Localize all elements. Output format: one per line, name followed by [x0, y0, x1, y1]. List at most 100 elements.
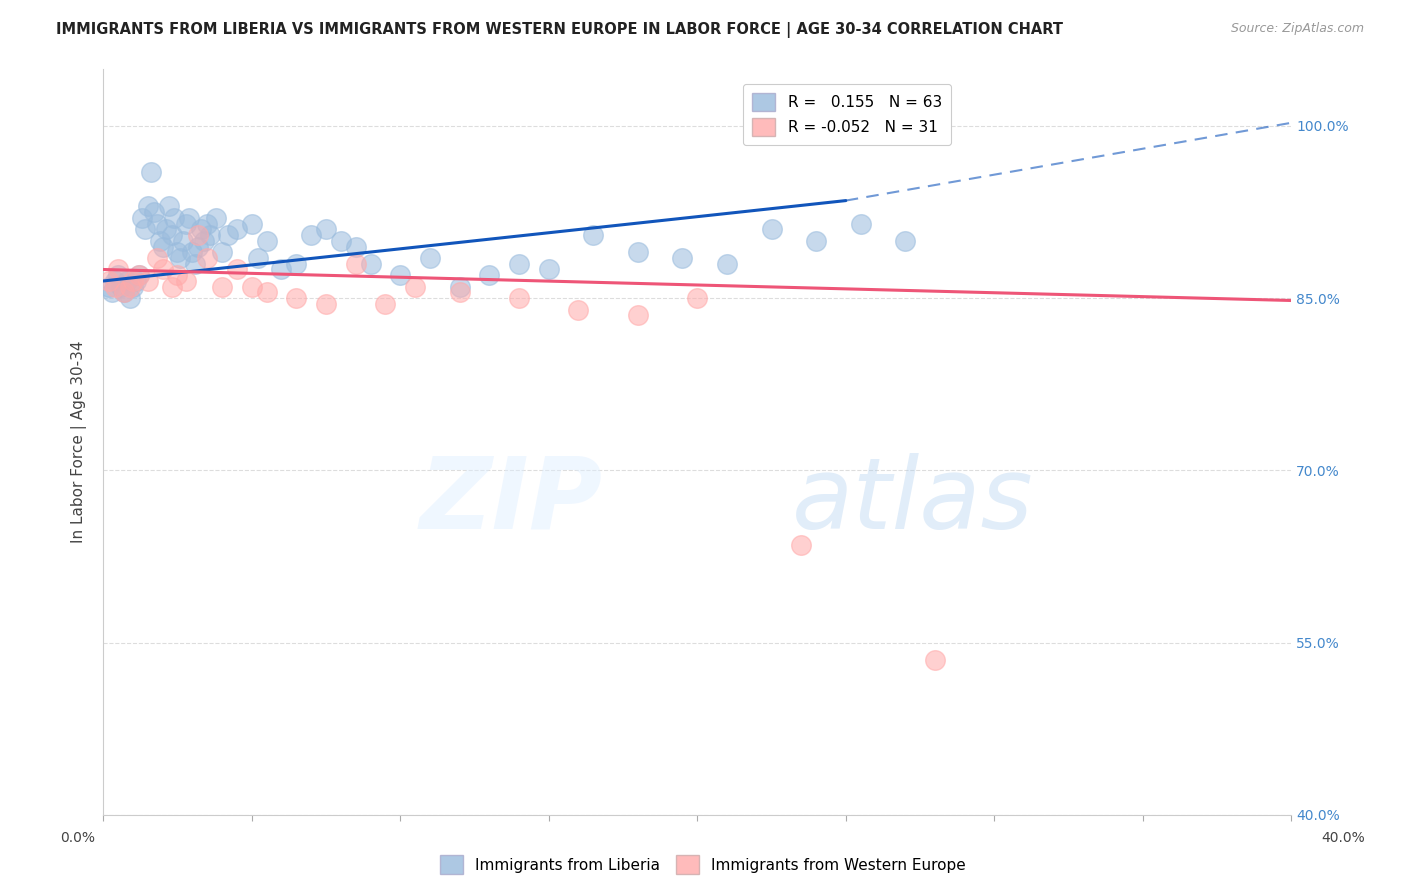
- Point: [110, 279, 132, 293]
- Point: [211, 245, 233, 260]
- Y-axis label: In Labor Force | Age 30-34: In Labor Force | Age 30-34: [72, 341, 87, 543]
- Point: [240, 217, 263, 231]
- Point: [419, 251, 441, 265]
- Point: [149, 234, 172, 248]
- Point: [172, 234, 194, 248]
- Point: [166, 245, 188, 260]
- Text: Source: ZipAtlas.com: Source: ZipAtlas.com: [1230, 22, 1364, 36]
- Point: [104, 274, 127, 288]
- Point: [246, 251, 269, 265]
- Point: [128, 268, 150, 283]
- Point: [256, 234, 278, 248]
- Point: [285, 257, 308, 271]
- Point: [157, 199, 180, 213]
- Point: [152, 262, 174, 277]
- Point: [142, 205, 165, 219]
- Point: [360, 257, 382, 271]
- Point: [315, 222, 337, 236]
- Point: [374, 297, 396, 311]
- Point: [118, 291, 141, 305]
- Text: 40.0%: 40.0%: [1320, 831, 1365, 846]
- Point: [139, 165, 162, 179]
- Point: [118, 279, 141, 293]
- Point: [894, 234, 917, 248]
- Point: [198, 227, 221, 242]
- Point: [187, 239, 209, 253]
- Point: [449, 279, 471, 293]
- Point: [115, 274, 138, 288]
- Point: [107, 262, 129, 277]
- Point: [686, 291, 709, 305]
- Point: [537, 262, 560, 277]
- Point: [508, 291, 530, 305]
- Point: [478, 268, 501, 283]
- Point: [163, 211, 186, 225]
- Point: [195, 251, 218, 265]
- Point: [671, 251, 693, 265]
- Point: [160, 227, 183, 242]
- Point: [225, 222, 247, 236]
- Point: [98, 274, 121, 288]
- Point: [176, 217, 198, 231]
- Point: [582, 227, 605, 242]
- Point: [160, 279, 183, 293]
- Point: [299, 227, 322, 242]
- Point: [104, 279, 127, 293]
- Point: [205, 211, 228, 225]
- Text: atlas: atlas: [793, 453, 1033, 550]
- Point: [166, 268, 188, 283]
- Text: 0.0%: 0.0%: [60, 831, 94, 846]
- Point: [225, 262, 247, 277]
- Point: [217, 227, 239, 242]
- Text: ZIP: ZIP: [419, 453, 602, 550]
- Point: [627, 245, 650, 260]
- Point: [256, 285, 278, 300]
- Point: [181, 245, 204, 260]
- Point: [152, 239, 174, 253]
- Point: [122, 274, 145, 288]
- Point: [389, 268, 412, 283]
- Point: [285, 291, 308, 305]
- Point: [145, 251, 167, 265]
- Point: [270, 262, 292, 277]
- Point: [804, 234, 827, 248]
- Point: [155, 222, 177, 236]
- Point: [329, 234, 352, 248]
- Point: [176, 274, 198, 288]
- Point: [211, 279, 233, 293]
- Point: [128, 268, 150, 283]
- Point: [567, 302, 589, 317]
- Point: [145, 217, 167, 231]
- Point: [98, 279, 121, 293]
- Point: [193, 234, 215, 248]
- Point: [131, 211, 153, 225]
- Point: [179, 211, 201, 225]
- Legend: Immigrants from Liberia, Immigrants from Western Europe: Immigrants from Liberia, Immigrants from…: [434, 849, 972, 880]
- Point: [169, 251, 191, 265]
- Point: [924, 653, 946, 667]
- Text: IMMIGRANTS FROM LIBERIA VS IMMIGRANTS FROM WESTERN EUROPE IN LABOR FORCE | AGE 3: IMMIGRANTS FROM LIBERIA VS IMMIGRANTS FR…: [56, 22, 1063, 38]
- Point: [101, 285, 124, 300]
- Point: [187, 227, 209, 242]
- Point: [344, 239, 367, 253]
- Point: [344, 257, 367, 271]
- Point: [122, 279, 145, 293]
- Point: [716, 257, 738, 271]
- Point: [136, 274, 159, 288]
- Point: [627, 309, 650, 323]
- Point: [195, 217, 218, 231]
- Point: [112, 285, 135, 300]
- Point: [184, 257, 207, 271]
- Point: [134, 222, 156, 236]
- Point: [136, 199, 159, 213]
- Point: [790, 538, 813, 552]
- Point: [125, 274, 148, 288]
- Point: [190, 222, 212, 236]
- Point: [761, 222, 783, 236]
- Point: [849, 217, 872, 231]
- Point: [508, 257, 530, 271]
- Point: [112, 285, 135, 300]
- Point: [404, 279, 426, 293]
- Point: [315, 297, 337, 311]
- Legend: R =   0.155   N = 63, R = -0.052   N = 31: R = 0.155 N = 63, R = -0.052 N = 31: [744, 84, 950, 145]
